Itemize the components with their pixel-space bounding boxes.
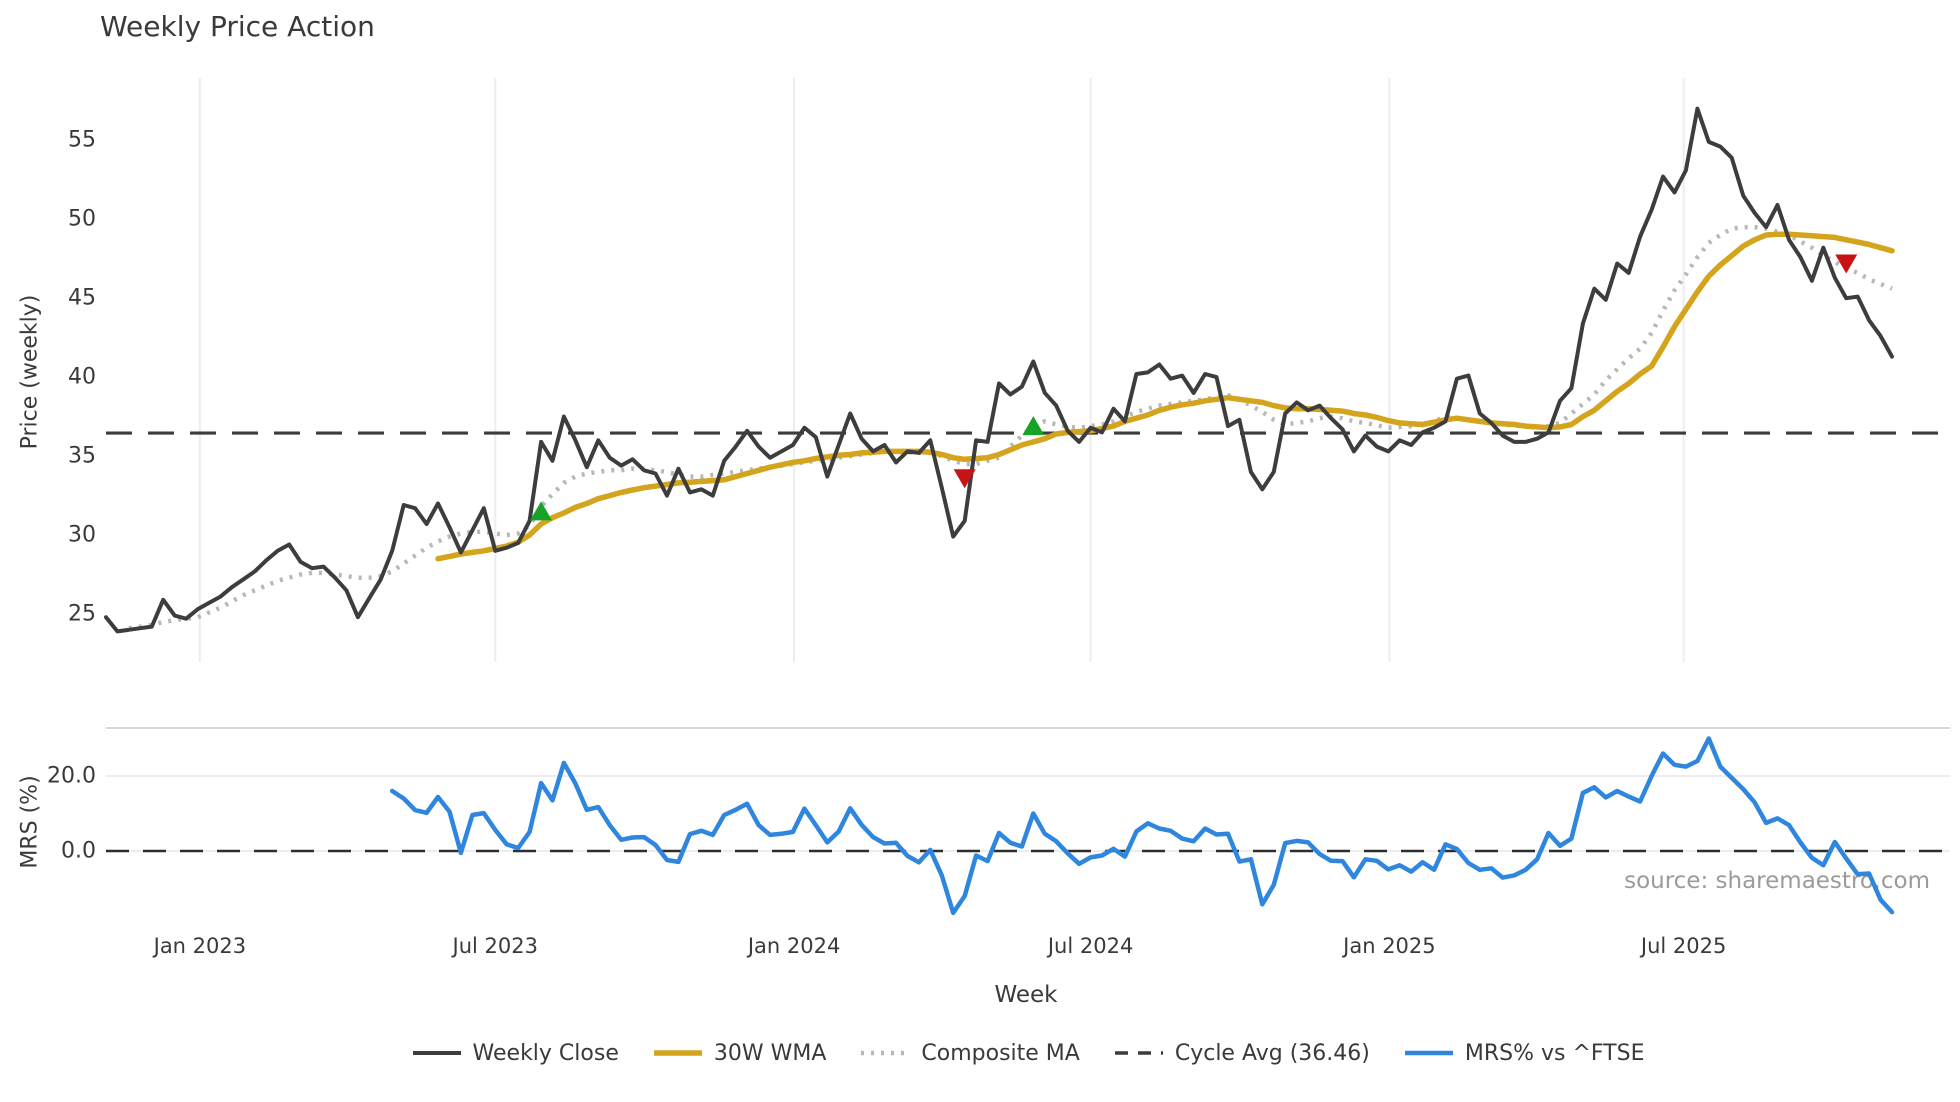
price-y-tick: 55 — [68, 127, 96, 153]
weekly-close-line — [104, 106, 1894, 634]
price-y-tick: 25 — [68, 601, 96, 627]
sell-signal-marker — [1835, 254, 1858, 274]
legend-item: 30W WMA — [653, 1040, 827, 1066]
mrs-y-tick: 0.0 — [61, 838, 96, 864]
buy-signal-marker — [530, 501, 553, 521]
price-y-tick: 35 — [68, 443, 96, 469]
legend-swatch-icon — [1404, 1050, 1453, 1056]
legend-item: MRS% vs ^FTSE — [1404, 1040, 1645, 1066]
price-y-tick: 45 — [68, 285, 96, 311]
x-tick: Jul 2025 — [1640, 934, 1727, 958]
legend-item: Composite MA — [860, 1040, 1080, 1066]
x-axis-label: Week — [994, 982, 1058, 1008]
x-tick: Jul 2024 — [1047, 934, 1134, 958]
composite-ma-line — [128, 224, 1893, 631]
x-tick: Jul 2023 — [452, 934, 538, 958]
price-y-tick: 40 — [68, 364, 96, 390]
legend-label: Cycle Avg (36.46) — [1174, 1040, 1370, 1066]
legend-label: Composite MA — [921, 1040, 1080, 1066]
legend-item: Weekly Close — [412, 1041, 619, 1066]
legend-item: Cycle Avg (36.46) — [1114, 1041, 1370, 1066]
legend-swatch-icon — [412, 1051, 461, 1055]
chart-legend: Weekly Close 30W WMA Composite MA Cycle … — [106, 1032, 1950, 1074]
sell-signal-marker — [953, 469, 976, 489]
price-y-tick: 30 — [68, 522, 96, 548]
buy-signal-marker — [1022, 416, 1045, 436]
source-watermark: source: sharemaestro.com — [1624, 868, 1930, 894]
x-tick: Jan 2024 — [747, 934, 841, 958]
legend-swatch-icon — [861, 1050, 910, 1056]
mrs-y-tick: 20.0 — [47, 763, 96, 789]
x-tick: Jan 2023 — [153, 934, 247, 958]
legend-label: Weekly Close — [472, 1040, 619, 1066]
price-y-tick: 50 — [68, 206, 96, 232]
legend-swatch-icon — [653, 1050, 702, 1056]
wma30-line — [435, 231, 1895, 562]
chart-title: Weekly Price Action — [100, 10, 375, 43]
legend-label: MRS% vs ^FTSE — [1464, 1040, 1645, 1066]
legend-swatch-icon — [1114, 1051, 1163, 1055]
legend-label: 30W WMA — [713, 1040, 827, 1066]
x-tick: Jan 2025 — [1343, 934, 1436, 958]
